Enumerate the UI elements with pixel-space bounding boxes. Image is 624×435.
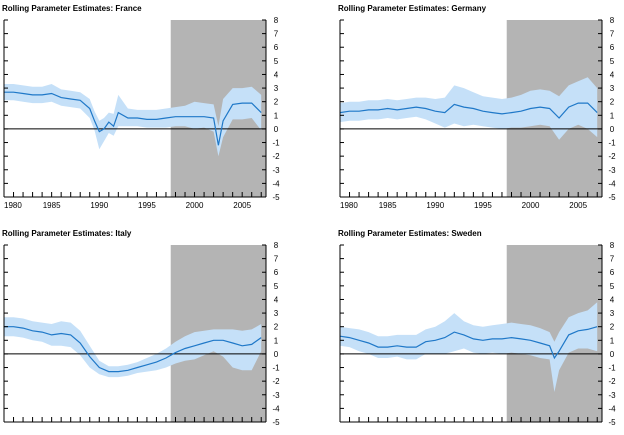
x-tick-label: 2000 bbox=[522, 201, 540, 210]
y-tick-label: 5 bbox=[274, 282, 279, 291]
chart-panel-italy: Rolling Parameter Estimates: Italy 8 7 6 5 4… bbox=[0, 225, 280, 435]
y-tick-label: 6 bbox=[274, 268, 279, 277]
x-tick-label: 2000 bbox=[186, 201, 204, 210]
y-tick-label: 1 bbox=[610, 111, 615, 120]
x-tick-label: 1985 bbox=[43, 201, 61, 210]
y-tick-label: -4 bbox=[608, 404, 616, 413]
confidence-band bbox=[4, 84, 262, 157]
y-tick-label: 1 bbox=[274, 111, 279, 120]
y-tick-label: 1 bbox=[610, 336, 615, 345]
y-tick-label: -1 bbox=[272, 364, 280, 373]
y-tick-label: 6 bbox=[610, 268, 615, 277]
y-tick-label: 0 bbox=[274, 350, 279, 359]
x-tick-label: 1980 bbox=[340, 201, 358, 210]
confidence-band bbox=[340, 77, 598, 140]
y-tick-label: 2 bbox=[274, 98, 279, 107]
chart-panel-germany: Rolling Parameter Estimates: Germany 8 7 6… bbox=[336, 0, 616, 210]
y-tick-label: 7 bbox=[274, 255, 279, 264]
y-tick-label: 8 bbox=[610, 241, 615, 250]
y-tick-label: -1 bbox=[272, 139, 280, 148]
y-tick-label: -5 bbox=[272, 418, 280, 427]
confidence-band bbox=[4, 317, 262, 378]
chart-svg: 8 7 6 5 4 3 2 1 0 -1 -2 -3 -4 -5 1980 1985 1990 1995 2000 2… bbox=[3, 16, 280, 210]
y-tick-label: 1 bbox=[274, 336, 279, 345]
y-tick-label: -5 bbox=[608, 193, 616, 202]
y-tick-label: -3 bbox=[272, 391, 280, 400]
estimate-line bbox=[339, 102, 598, 119]
y-tick-label: 7 bbox=[274, 30, 279, 39]
y-tick-label: 2 bbox=[610, 98, 615, 107]
chart-panel-sweden: Rolling Parameter Estimates: Sweden 8 7 6 5… bbox=[336, 225, 616, 435]
y-tick-label: -4 bbox=[608, 179, 616, 188]
y-tick-label: 3 bbox=[610, 84, 615, 93]
x-tick-label: 1990 bbox=[426, 201, 444, 210]
y-tick-label: -3 bbox=[608, 166, 616, 175]
chart-svg: 8 7 6 5 4 3 2 1 0 -1 -2 -3 -4 -5 1980 1985 1990 1995 2000 2… bbox=[339, 16, 616, 210]
estimate-line bbox=[4, 91, 262, 146]
x-tick-label: 1995 bbox=[138, 201, 156, 210]
y-tick-label: -1 bbox=[608, 364, 616, 373]
x-tick-label: 1995 bbox=[474, 201, 492, 210]
x-tick-label: 2005 bbox=[569, 201, 587, 210]
y-tick-label: 0 bbox=[610, 350, 615, 359]
y-tick-label: -5 bbox=[608, 418, 616, 427]
y-tick-label: 3 bbox=[610, 309, 615, 318]
chart-svg: 8 7 6 5 4 3 2 1 0 -1 -2 -3 -4 -5 bbox=[339, 241, 616, 427]
y-tick-label: 3 bbox=[274, 309, 279, 318]
y-tick-label: 4 bbox=[610, 70, 615, 79]
y-tick-label: 7 bbox=[610, 30, 615, 39]
y-tick-label: 5 bbox=[610, 57, 615, 66]
chart-title: Rolling Parameter Estimates: France bbox=[2, 4, 142, 13]
y-tick-label: -4 bbox=[272, 404, 280, 413]
chart-svg: 8 7 6 5 4 3 2 1 0 -1 -2 -3 -4 -5 bbox=[3, 241, 280, 427]
y-tick-label: 8 bbox=[274, 241, 279, 250]
x-tick-label: 1990 bbox=[90, 201, 108, 210]
y-tick-label: -2 bbox=[608, 152, 616, 161]
y-tick-label: -5 bbox=[272, 193, 280, 202]
estimate-line bbox=[4, 326, 262, 373]
y-tick-label: 5 bbox=[610, 282, 615, 291]
x-tick-label: 2005 bbox=[233, 201, 251, 210]
y-tick-label: -4 bbox=[272, 179, 280, 188]
confidence-band bbox=[340, 302, 598, 392]
x-tick-label: 1980 bbox=[4, 201, 22, 210]
x-tick-label: 1985 bbox=[379, 201, 397, 210]
chart-title: Rolling Parameter Estimates: Germany bbox=[338, 4, 487, 13]
estimate-line bbox=[339, 326, 598, 360]
y-tick-label: -2 bbox=[608, 377, 616, 386]
y-tick-label: -3 bbox=[608, 391, 616, 400]
y-tick-label: 4 bbox=[274, 70, 279, 79]
y-tick-label: 4 bbox=[610, 295, 615, 304]
y-tick-label: 5 bbox=[274, 57, 279, 66]
y-tick-label: -2 bbox=[272, 152, 280, 161]
y-tick-label: -3 bbox=[272, 166, 280, 175]
y-tick-label: 3 bbox=[274, 84, 279, 93]
y-tick-label: 7 bbox=[610, 255, 615, 264]
y-tick-label: 0 bbox=[610, 125, 615, 134]
y-tick-label: 4 bbox=[274, 295, 279, 304]
chart-panel-france: Rolling Parameter Estimates: France 8 7 6 5… bbox=[0, 0, 280, 210]
chart-title: Rolling Parameter Estimates: Sweden bbox=[338, 229, 482, 238]
y-tick-label: 6 bbox=[274, 43, 279, 52]
y-tick-label: 8 bbox=[610, 16, 615, 25]
chart-title: Rolling Parameter Estimates: Italy bbox=[2, 229, 132, 238]
y-tick-label: 8 bbox=[274, 16, 279, 25]
y-tick-label: 2 bbox=[274, 323, 279, 332]
y-tick-label: 6 bbox=[610, 43, 615, 52]
y-tick-label: 0 bbox=[274, 125, 279, 134]
y-tick-label: 2 bbox=[610, 323, 615, 332]
y-tick-label: -2 bbox=[272, 377, 280, 386]
y-tick-label: -1 bbox=[608, 139, 616, 148]
